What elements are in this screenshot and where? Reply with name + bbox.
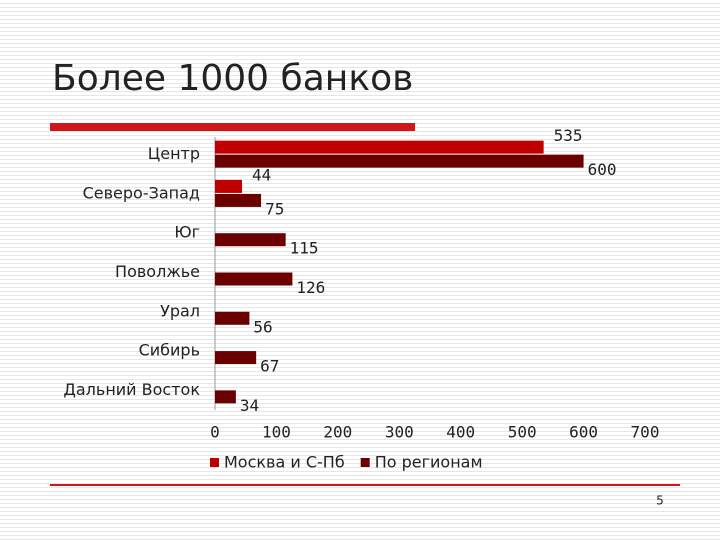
legend-label: Москва и С-Пб [224,453,345,472]
page-number: 5 [656,494,664,508]
bar [215,193,262,207]
x-tick-label: 300 [385,423,414,442]
x-tick-label: 400 [446,423,475,442]
title-accent-bar [50,123,415,131]
y-tick-label: Юг [174,223,200,242]
value-label: 535 [554,126,583,145]
y-tick-label: Дальний Восток [63,380,200,399]
value-label: 115 [290,239,319,258]
bar [215,390,236,404]
x-tick-label: 600 [569,423,598,442]
x-tick-label: 500 [508,423,537,442]
y-tick-label: Поволжье [115,262,200,281]
legend-swatch [360,458,370,467]
value-label: 34 [240,396,259,415]
bar [215,311,250,325]
x-tick-label: 0 [210,423,220,442]
bar [215,154,584,168]
bar [215,272,293,286]
legend-label: По регионам [375,453,483,472]
y-tick-label: Центр [148,144,200,163]
bar [215,233,286,247]
x-tick-label: 100 [262,423,291,442]
value-label: 67 [260,357,279,376]
value-label: 56 [253,317,272,336]
y-tick-label: Сибирь [139,341,200,360]
y-tick-label: Урал [160,301,200,320]
x-tick-label: 200 [323,423,352,442]
value-label: 126 [296,278,325,297]
legend-swatch [210,458,219,467]
value-label: 600 [588,160,617,179]
value-label: 75 [265,199,284,218]
y-tick-label: Северо-Запад [83,183,200,202]
slide-title: Более 1000 банков [52,58,413,99]
bar [215,140,544,154]
bar [215,179,243,193]
bar [215,351,257,365]
x-tick-label: 700 [631,423,660,442]
value-label: 44 [252,165,271,184]
